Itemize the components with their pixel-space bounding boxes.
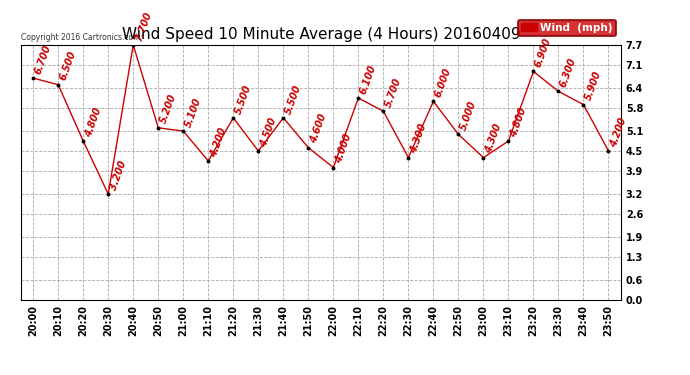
Point [328, 165, 339, 171]
Text: 5.500: 5.500 [284, 83, 303, 115]
Text: 5.000: 5.000 [458, 99, 478, 132]
Text: 4.200: 4.200 [208, 126, 228, 158]
Text: Copyright 2016 Cartronics.com: Copyright 2016 Cartronics.com [21, 33, 140, 42]
Text: 4.800: 4.800 [83, 106, 103, 138]
Text: 5.200: 5.200 [158, 93, 178, 125]
Point [203, 158, 214, 164]
Text: 6.100: 6.100 [358, 63, 378, 95]
Point [553, 88, 564, 94]
Text: 4.000: 4.000 [333, 133, 353, 165]
Point [228, 115, 239, 121]
Point [28, 75, 39, 81]
Text: 3.200: 3.200 [108, 159, 128, 191]
Text: 6.500: 6.500 [58, 50, 78, 82]
Point [453, 131, 464, 137]
Text: 5.500: 5.500 [233, 83, 253, 115]
Title: Wind Speed 10 Minute Average (4 Hours) 20160409: Wind Speed 10 Minute Average (4 Hours) 2… [121, 27, 520, 42]
Point [503, 138, 514, 144]
Text: 4.800: 4.800 [509, 106, 529, 138]
Point [278, 115, 289, 121]
Point [403, 154, 414, 160]
Point [152, 125, 164, 131]
Point [303, 145, 314, 151]
Text: 4.200: 4.200 [609, 116, 629, 148]
Point [378, 108, 389, 114]
Legend: Wind  (mph): Wind (mph) [518, 20, 615, 36]
Text: 6.300: 6.300 [558, 56, 578, 89]
Point [52, 82, 63, 88]
Text: 4.300: 4.300 [484, 123, 503, 155]
Text: 4.500: 4.500 [258, 116, 278, 148]
Point [603, 148, 614, 154]
Point [128, 42, 139, 48]
Text: 6.000: 6.000 [433, 66, 453, 99]
Point [428, 98, 439, 104]
Point [578, 102, 589, 108]
Point [353, 95, 364, 101]
Point [103, 191, 114, 197]
Text: 7.700: 7.700 [133, 10, 153, 42]
Text: 4.600: 4.600 [308, 113, 328, 145]
Point [78, 138, 89, 144]
Point [178, 128, 189, 134]
Point [478, 154, 489, 160]
Text: 5.100: 5.100 [184, 96, 203, 129]
Point [528, 69, 539, 75]
Text: 6.700: 6.700 [33, 43, 53, 75]
Text: 4.300: 4.300 [408, 123, 428, 155]
Text: 5.700: 5.700 [384, 76, 403, 109]
Text: 6.900: 6.900 [533, 36, 553, 69]
Point [253, 148, 264, 154]
Text: 5.900: 5.900 [584, 70, 603, 102]
